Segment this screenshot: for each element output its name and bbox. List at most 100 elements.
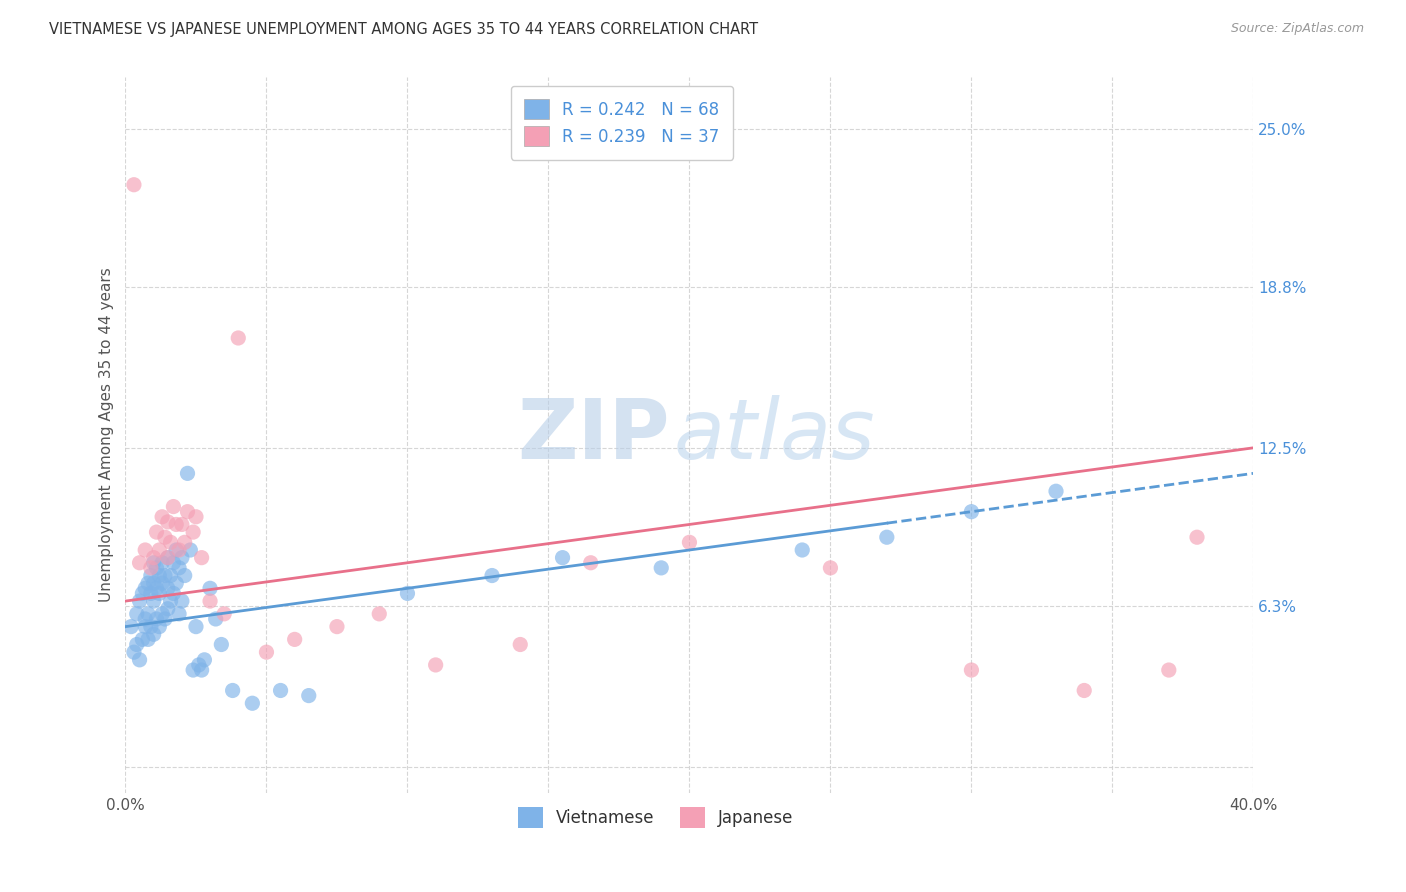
Point [128, 653, 150, 667]
Point [131, 632, 153, 647]
Text: ZIP: ZIP [517, 394, 669, 475]
Point [125, 607, 148, 621]
Point [170, 594, 193, 608]
Legend: Vietnamese, Japanese: Vietnamese, Japanese [512, 801, 800, 834]
Point [139, 586, 162, 600]
Text: Source: ZipAtlas.com: Source: ZipAtlas.com [1230, 22, 1364, 36]
Point [190, 550, 212, 565]
Point [170, 550, 193, 565]
Point [136, 607, 159, 621]
Point [145, 612, 167, 626]
Point [1073, 683, 1095, 698]
Point [173, 535, 195, 549]
Point [148, 586, 170, 600]
Point [165, 576, 187, 591]
Point [153, 612, 176, 626]
Point [820, 561, 842, 575]
Point [156, 550, 179, 565]
Point [142, 576, 165, 591]
Point [142, 556, 165, 570]
Point [150, 607, 173, 621]
Point [212, 607, 235, 621]
Point [150, 509, 173, 524]
Point [167, 607, 190, 621]
Point [396, 586, 419, 600]
Point [156, 601, 179, 615]
Point [150, 576, 173, 591]
Point [156, 515, 179, 529]
Point [678, 535, 700, 549]
Point [284, 632, 307, 647]
Point [148, 619, 170, 633]
Point [156, 550, 179, 565]
Point [176, 505, 198, 519]
Point [1045, 484, 1067, 499]
Point [226, 331, 249, 345]
Point [145, 582, 167, 596]
Point [162, 500, 184, 514]
Point [204, 612, 226, 626]
Point [145, 561, 167, 575]
Point [181, 525, 204, 540]
Point [876, 530, 898, 544]
Point [298, 689, 321, 703]
Point [139, 619, 162, 633]
Point [184, 619, 207, 633]
Point [150, 556, 173, 570]
Point [139, 561, 162, 575]
Point [142, 550, 165, 565]
Point [960, 663, 983, 677]
Point [509, 638, 531, 652]
Point [122, 178, 145, 192]
Point [1157, 663, 1180, 677]
Point [134, 619, 156, 633]
Point [481, 568, 503, 582]
Point [165, 517, 187, 532]
Point [139, 568, 162, 582]
Point [156, 582, 179, 596]
Point [134, 582, 156, 596]
Point [551, 550, 574, 565]
Point [270, 683, 292, 698]
Point [170, 517, 193, 532]
Point [198, 582, 221, 596]
Point [142, 594, 165, 608]
Point [120, 619, 142, 633]
Point [134, 543, 156, 558]
Point [792, 543, 814, 558]
Point [167, 561, 190, 575]
Point [256, 645, 278, 659]
Point [162, 556, 184, 570]
Point [136, 576, 159, 591]
Point [1185, 530, 1208, 544]
Point [153, 568, 176, 582]
Point [184, 509, 207, 524]
Point [159, 568, 181, 582]
Point [165, 543, 187, 558]
Point [162, 586, 184, 600]
Point [425, 657, 447, 672]
Point [209, 638, 232, 652]
Point [125, 638, 148, 652]
Point [173, 568, 195, 582]
Point [142, 627, 165, 641]
Point [167, 543, 190, 558]
Point [128, 594, 150, 608]
Point [128, 556, 150, 570]
Point [579, 556, 602, 570]
Point [134, 612, 156, 626]
Point [190, 663, 212, 677]
Point [148, 543, 170, 558]
Point [131, 586, 153, 600]
Point [136, 632, 159, 647]
Point [159, 594, 181, 608]
Point [179, 543, 201, 558]
Point [176, 467, 198, 481]
Point [198, 594, 221, 608]
Point [650, 561, 672, 575]
Point [148, 568, 170, 582]
Point [187, 657, 209, 672]
Point [153, 530, 176, 544]
Point [368, 607, 391, 621]
Point [145, 525, 167, 540]
